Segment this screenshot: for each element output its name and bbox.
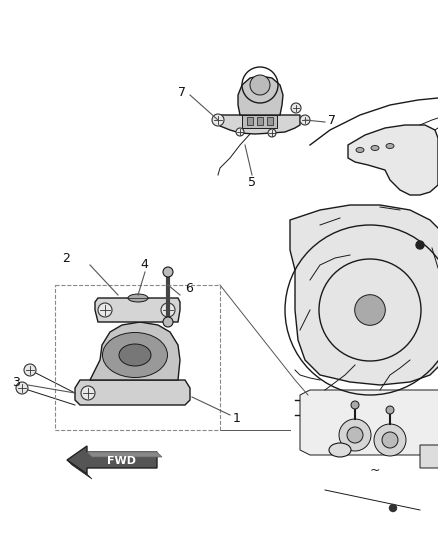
Circle shape bbox=[24, 364, 36, 376]
Ellipse shape bbox=[128, 294, 148, 302]
Polygon shape bbox=[420, 445, 438, 468]
Polygon shape bbox=[242, 115, 277, 128]
Circle shape bbox=[268, 129, 276, 137]
Polygon shape bbox=[75, 380, 190, 405]
Polygon shape bbox=[67, 446, 157, 474]
Text: 1: 1 bbox=[233, 411, 241, 424]
Circle shape bbox=[347, 427, 363, 443]
Circle shape bbox=[212, 114, 224, 126]
Circle shape bbox=[81, 386, 95, 400]
Ellipse shape bbox=[371, 146, 379, 150]
Ellipse shape bbox=[102, 333, 167, 377]
Text: 2: 2 bbox=[62, 252, 70, 264]
Polygon shape bbox=[348, 125, 438, 195]
Circle shape bbox=[163, 267, 173, 277]
Text: FWD: FWD bbox=[107, 456, 137, 466]
Circle shape bbox=[351, 401, 359, 409]
Circle shape bbox=[250, 75, 270, 95]
Circle shape bbox=[355, 295, 385, 325]
Text: 4: 4 bbox=[140, 259, 148, 271]
Polygon shape bbox=[300, 390, 438, 455]
Polygon shape bbox=[220, 115, 300, 134]
Bar bbox=[55, 285, 220, 430]
Ellipse shape bbox=[329, 443, 351, 457]
Text: 5: 5 bbox=[248, 175, 256, 189]
Circle shape bbox=[389, 505, 396, 512]
Bar bbox=[267, 117, 273, 125]
Bar bbox=[257, 117, 263, 125]
Circle shape bbox=[161, 303, 175, 317]
Circle shape bbox=[16, 382, 28, 394]
Circle shape bbox=[300, 115, 310, 125]
Circle shape bbox=[291, 103, 301, 113]
Text: 7: 7 bbox=[328, 114, 336, 126]
Polygon shape bbox=[238, 76, 283, 115]
Circle shape bbox=[98, 303, 112, 317]
Circle shape bbox=[416, 241, 424, 249]
Text: 7: 7 bbox=[178, 85, 186, 99]
Circle shape bbox=[386, 406, 394, 414]
Circle shape bbox=[374, 424, 406, 456]
Polygon shape bbox=[90, 322, 180, 380]
Circle shape bbox=[236, 128, 244, 136]
Circle shape bbox=[382, 432, 398, 448]
Polygon shape bbox=[95, 298, 180, 322]
Circle shape bbox=[163, 317, 173, 327]
Bar bbox=[247, 117, 253, 125]
Ellipse shape bbox=[356, 148, 364, 152]
Text: 3: 3 bbox=[12, 376, 20, 390]
Text: 6: 6 bbox=[185, 281, 193, 295]
Circle shape bbox=[339, 419, 371, 451]
Polygon shape bbox=[87, 452, 162, 457]
Text: ~: ~ bbox=[370, 464, 380, 477]
Ellipse shape bbox=[119, 344, 151, 366]
Ellipse shape bbox=[386, 143, 394, 149]
Polygon shape bbox=[290, 205, 438, 385]
Polygon shape bbox=[67, 460, 92, 479]
